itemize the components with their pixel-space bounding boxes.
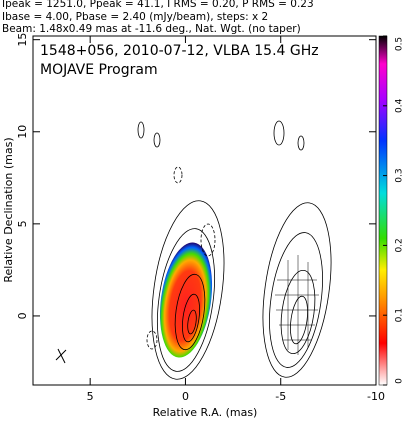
header-line: Ibase = 4.00, Pbase = 2.40 (mJy/beam), s… bbox=[2, 11, 268, 23]
colorbar-tick-label: 0.1 bbox=[395, 308, 405, 322]
y-tick-label: 10 bbox=[16, 125, 29, 139]
chart-title: 1548+056, 2010-07-12, VLBA 15.4 GHz bbox=[40, 43, 319, 59]
x-axis-label: Relative R.A. (mas) bbox=[153, 406, 258, 419]
colorbar-tick-label: 0 bbox=[395, 378, 405, 384]
colorbar-tick-label: 0.3 bbox=[395, 168, 405, 182]
x-tick-label: -5 bbox=[275, 390, 286, 403]
source-image bbox=[55, 120, 332, 380]
x-tick-label: 0 bbox=[182, 390, 189, 403]
colorbar-tick-label: 0.5 bbox=[395, 37, 405, 51]
y-axis-label: Relative Declination (mas) bbox=[2, 137, 15, 282]
colorbar bbox=[378, 35, 388, 386]
header-line: Beam: 1.48x0.49 mas at -11.6 deg., Nat. … bbox=[2, 23, 301, 35]
chart-subtitle: MOJAVE Program bbox=[40, 62, 158, 78]
y-tick-label: 15 bbox=[16, 33, 29, 47]
y-tick-label: 0 bbox=[16, 312, 29, 319]
x-tick-label: -10 bbox=[367, 390, 385, 403]
x-tick-label: 5 bbox=[87, 390, 94, 403]
colorbar-tick-label: 0.2 bbox=[395, 238, 405, 252]
plot-frame bbox=[32, 35, 377, 386]
y-tick-label: 5 bbox=[16, 220, 29, 227]
header-line: Ipeak = 1251.0, Ppeak = 41.1, I RMS = 0.… bbox=[2, 0, 314, 10]
colorbar-tick-label: 0.4 bbox=[395, 98, 405, 113]
